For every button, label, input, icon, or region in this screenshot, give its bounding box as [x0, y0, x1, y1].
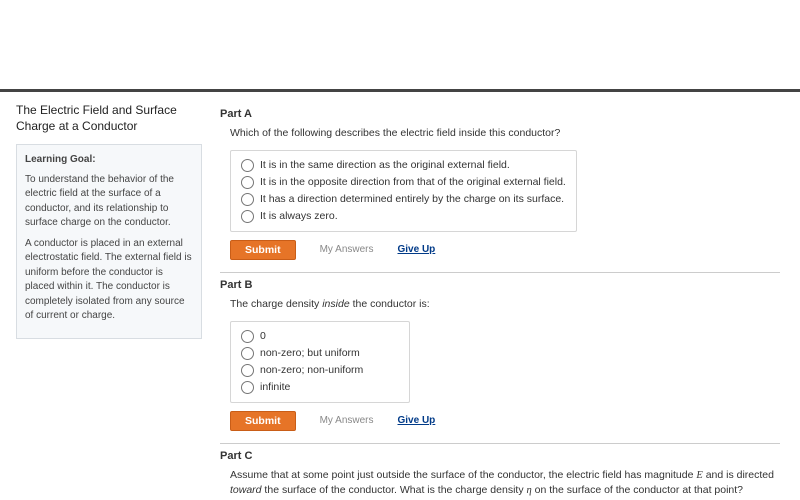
part-a-choice-2-label: It has a direction determined entirely b…	[260, 193, 564, 205]
part-b: Part B The charge density inside the con…	[220, 273, 780, 444]
part-b-choice-1-label: non-zero; but uniform	[260, 347, 360, 359]
part-b-radio-2[interactable]	[241, 364, 254, 377]
part-a-choice-3[interactable]: It is always zero.	[241, 208, 566, 225]
part-a-choice-3-label: It is always zero.	[260, 210, 338, 222]
right-column: Part A Which of the following describes …	[210, 92, 800, 500]
learning-goal-box: Learning Goal: To understand the behavio…	[16, 144, 202, 339]
part-c-heading: Part C	[220, 450, 780, 462]
learning-goal-p2: A conductor is placed in an external ele…	[25, 237, 193, 324]
part-b-submit-button[interactable]: Submit	[230, 411, 296, 431]
part-c-q-seg4: on the surface of the conductor at that …	[532, 484, 743, 496]
header-blank	[0, 0, 800, 92]
part-b-choice-2-label: non-zero; non-uniform	[260, 364, 363, 376]
part-b-choice-2[interactable]: non-zero; non-uniform	[241, 362, 399, 379]
part-a-heading: Part A	[220, 108, 780, 120]
content-row: The Electric Field and Surface Charge at…	[0, 92, 800, 500]
part-c-q-italic: toward	[230, 484, 262, 496]
part-b-choices: 0 non-zero; but uniform non-zero; non-un…	[230, 321, 410, 403]
part-c: Part C Assume that at some point just ou…	[220, 444, 780, 500]
part-a-radio-0[interactable]	[241, 159, 254, 172]
part-a-radio-1[interactable]	[241, 176, 254, 189]
part-a-choice-1-label: It is in the opposite direction from tha…	[260, 176, 566, 188]
part-a-choice-2[interactable]: It has a direction determined entirely b…	[241, 191, 566, 208]
left-column: The Electric Field and Surface Charge at…	[0, 92, 210, 347]
part-b-radio-1[interactable]	[241, 347, 254, 360]
part-b-radio-3[interactable]	[241, 381, 254, 394]
part-a-choice-0[interactable]: It is in the same direction as the origi…	[241, 157, 566, 174]
part-b-choice-1[interactable]: non-zero; but uniform	[241, 345, 399, 362]
part-a-choices: It is in the same direction as the origi…	[230, 150, 577, 232]
assignment-title: The Electric Field and Surface Charge at…	[16, 102, 202, 134]
part-a: Part A Which of the following describes …	[220, 102, 780, 273]
part-b-q-italic: inside	[322, 298, 349, 310]
part-b-q-prefix: The charge density	[230, 298, 322, 310]
part-a-radio-2[interactable]	[241, 193, 254, 206]
part-a-actions: Submit My Answers Give Up	[230, 240, 780, 260]
part-a-choice-0-label: It is in the same direction as the origi…	[260, 159, 510, 171]
part-b-my-answers-link[interactable]: My Answers	[320, 415, 374, 426]
part-a-choice-1[interactable]: It is in the opposite direction from tha…	[241, 174, 566, 191]
part-b-actions: Submit My Answers Give Up	[230, 411, 780, 431]
part-a-give-up-link[interactable]: Give Up	[398, 244, 436, 255]
part-b-choice-3-label: infinite	[260, 381, 290, 393]
part-b-choice-3[interactable]: infinite	[241, 379, 399, 396]
part-c-q-seg3: the surface of the conductor. What is th…	[262, 484, 527, 496]
part-a-question: Which of the following describes the ele…	[230, 126, 780, 142]
part-b-radio-0[interactable]	[241, 330, 254, 343]
part-a-radio-3[interactable]	[241, 210, 254, 223]
part-b-give-up-link[interactable]: Give Up	[398, 415, 436, 426]
part-a-my-answers-link[interactable]: My Answers	[320, 244, 374, 255]
part-a-submit-button[interactable]: Submit	[230, 240, 296, 260]
part-b-q-suffix: the conductor is:	[350, 298, 430, 310]
part-b-question: The charge density inside the conductor …	[230, 297, 780, 313]
part-c-question: Assume that at some point just outside t…	[230, 468, 780, 500]
part-b-choice-0-label: 0	[260, 330, 266, 342]
part-b-choice-0[interactable]: 0	[241, 328, 399, 345]
learning-goal-label: Learning Goal:	[25, 153, 193, 168]
learning-goal-p1: To understand the behavior of the electr…	[25, 173, 193, 231]
part-c-q-seg1: Assume that at some point just outside t…	[230, 469, 696, 481]
part-c-q-seg2: and is directed	[703, 469, 774, 481]
page-scroll-area[interactable]: The Electric Field and Surface Charge at…	[0, 0, 800, 500]
part-b-heading: Part B	[220, 279, 780, 291]
